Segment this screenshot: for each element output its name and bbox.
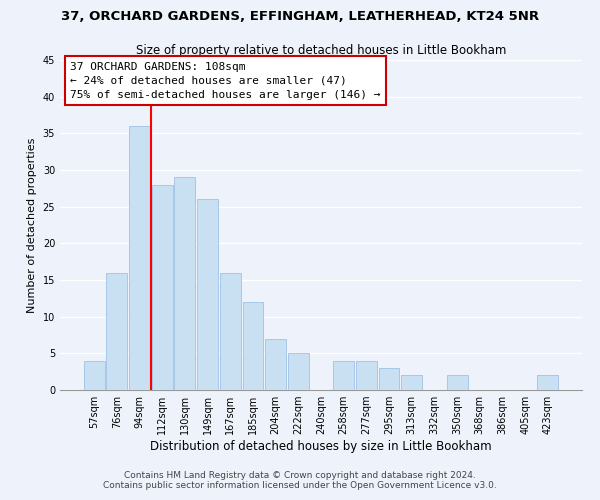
- Bar: [401, 376, 422, 390]
- Bar: [129, 126, 150, 390]
- Bar: [288, 354, 309, 390]
- Bar: [84, 360, 104, 390]
- Bar: [265, 338, 286, 390]
- X-axis label: Distribution of detached houses by size in Little Bookham: Distribution of detached houses by size …: [150, 440, 492, 453]
- Bar: [379, 368, 400, 390]
- Bar: [333, 360, 354, 390]
- Bar: [106, 272, 127, 390]
- Title: Size of property relative to detached houses in Little Bookham: Size of property relative to detached ho…: [136, 44, 506, 58]
- Bar: [356, 360, 377, 390]
- Bar: [220, 272, 241, 390]
- Text: Contains HM Land Registry data © Crown copyright and database right 2024.: Contains HM Land Registry data © Crown c…: [124, 471, 476, 480]
- Bar: [197, 200, 218, 390]
- Text: Contains public sector information licensed under the Open Government Licence v3: Contains public sector information licen…: [103, 481, 497, 490]
- Text: 37 ORCHARD GARDENS: 108sqm
← 24% of detached houses are smaller (47)
75% of semi: 37 ORCHARD GARDENS: 108sqm ← 24% of deta…: [70, 62, 381, 100]
- Bar: [152, 184, 173, 390]
- Bar: [538, 376, 558, 390]
- Bar: [446, 376, 467, 390]
- Text: 37, ORCHARD GARDENS, EFFINGHAM, LEATHERHEAD, KT24 5NR: 37, ORCHARD GARDENS, EFFINGHAM, LEATHERH…: [61, 10, 539, 23]
- Bar: [175, 178, 196, 390]
- Y-axis label: Number of detached properties: Number of detached properties: [27, 138, 37, 312]
- Bar: [242, 302, 263, 390]
